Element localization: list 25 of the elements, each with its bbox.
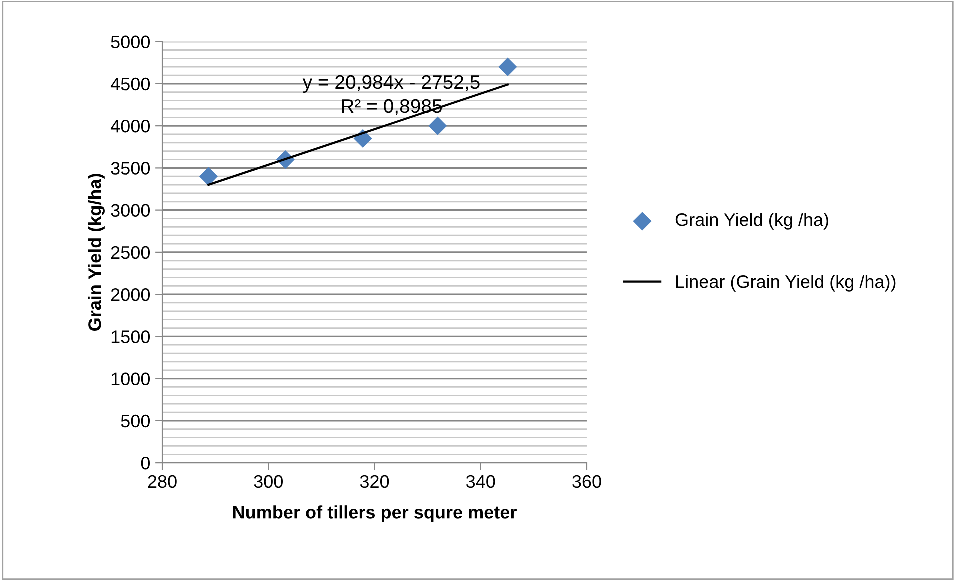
y-tick-label: 1000: [112, 372, 150, 386]
x-tick-label: 280: [148, 475, 177, 488]
annotation: y = 20,984x - 2752,5: [302, 75, 480, 94]
point: [498, 58, 518, 76]
y-tick-label: 2000: [111, 288, 150, 302]
y-tick-label: 4000: [110, 120, 150, 133]
x-tick-label: 320: [360, 475, 390, 488]
point: [199, 167, 218, 186]
x-axis-title: Number of tillers per squre meter: [233, 506, 517, 522]
x-tick-label: 360: [572, 475, 602, 488]
y-tick-label: 0: [141, 456, 150, 470]
x-tick-label: 340: [466, 475, 496, 488]
legend-label: Grain Yield (kg /ha): [676, 213, 828, 230]
point: [428, 116, 448, 136]
y-tick-label: 4500: [110, 78, 150, 91]
legend-label: Linear (Grain Yield (kg /ha)): [676, 275, 896, 292]
y-axis-title: Grain Yield (kg/ha): [88, 174, 105, 331]
y-tick-label: 3500: [111, 162, 150, 175]
y-tick-label: 2500: [111, 246, 150, 260]
y-tick-label: 1500: [112, 330, 150, 344]
x-tick-label: 300: [254, 475, 283, 488]
y-tick-label: 3000: [111, 204, 150, 218]
y-tick-label: 5000: [111, 36, 150, 49]
annotation: R² = 0,8985: [342, 99, 442, 116]
y-tick-label: 500: [121, 414, 150, 428]
